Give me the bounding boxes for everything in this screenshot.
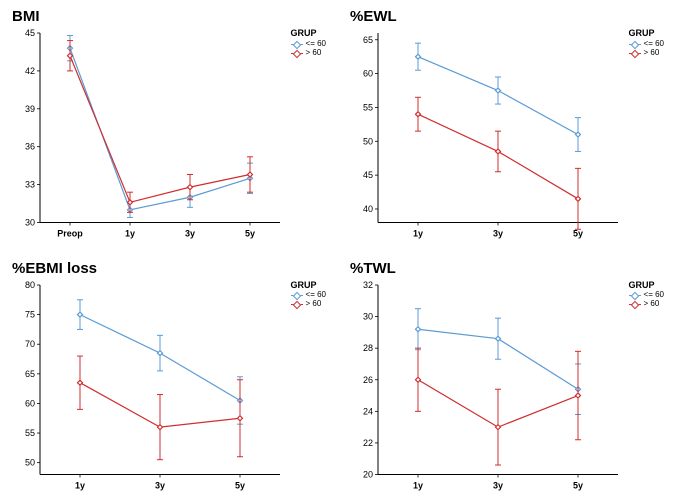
series-line [70,56,250,203]
series-marker [416,54,421,59]
legend-label: > 60 [306,49,322,58]
y-tick-label: 26 [363,374,373,384]
y-tick-label: 50 [25,457,35,467]
y-tick-label: 40 [363,204,373,214]
x-tick-label: 1y [413,229,423,239]
y-tick-label: 30 [25,218,35,228]
series-marker [416,326,421,331]
y-tick-label: 30 [363,311,373,321]
legend: GRUP<= 60> 60 [629,281,664,309]
x-tick-label: 1y [413,480,423,490]
chart-grid: BMI GRUP<= 60> 60 30 33 36 39 42 45 Preop 1y 3y 5y%… [0,0,676,503]
y-tick-label: 36 [25,142,35,152]
x-tick-label: 1y [125,229,135,239]
legend-item: > 60 [291,300,326,309]
x-tick-label: 3y [185,229,195,239]
x-tick-label: 5y [235,480,245,490]
legend-label: > 60 [644,300,660,309]
series-marker [158,424,163,429]
y-tick-label: 39 [25,104,35,114]
x-tick-label: 5y [573,480,583,490]
legend: GRUP<= 60> 60 [629,29,664,57]
y-tick-label: 20 [363,469,373,479]
legend-label: > 60 [644,49,660,58]
y-tick-label: 45 [25,28,35,38]
x-tick-label: 3y [493,229,503,239]
chart-title: %EBMI loss [12,260,330,277]
y-tick-label: 50 [363,136,373,146]
y-tick-label: 33 [25,180,35,190]
y-tick-label: 60 [363,69,373,79]
legend-title: GRUP [291,29,326,39]
series-marker [416,377,421,382]
legend-item: > 60 [291,49,326,58]
legend-title: GRUP [629,29,664,39]
legend-swatch [629,53,641,54]
legend-swatch [629,44,641,45]
y-tick-label: 60 [25,398,35,408]
series-marker [576,132,581,137]
x-tick-label: Preop [57,229,83,239]
legend-title: GRUP [291,281,326,291]
panel-ewl: %EWL GRUP<= 60> 60 40 45 50 55 60 65 1y 3y 5y [338,0,676,252]
legend-swatch [629,295,641,296]
y-tick-label: 70 [25,339,35,349]
y-tick-label: 80 [25,280,35,290]
series-marker [576,196,581,201]
panel-bmi: BMI GRUP<= 60> 60 30 33 36 39 42 45 Preop 1y 3y 5y [0,0,338,252]
series-marker [248,172,253,177]
y-tick-label: 65 [363,35,373,45]
legend-swatch [291,44,303,45]
y-tick-label: 22 [363,437,373,447]
series-marker [496,88,501,93]
chart-area: GRUP<= 60> 60 50 55 60 65 70 75 80 1y 3y 5y [8,279,330,497]
y-tick-label: 42 [25,66,35,76]
legend-swatch [291,53,303,54]
chart-svg: 40 45 50 55 60 65 1y 3y 5y [346,27,668,245]
legend-swatch [629,304,641,305]
chart-area: GRUP<= 60> 60 40 45 50 55 60 65 1y 3y 5y [346,27,668,245]
series-marker [238,415,243,420]
legend-label: > 60 [306,300,322,309]
legend-item: > 60 [629,300,664,309]
y-tick-label: 45 [363,170,373,180]
legend: GRUP<= 60> 60 [291,29,326,57]
series-line [70,48,250,210]
y-tick-label: 24 [363,406,373,416]
x-tick-label: 3y [493,480,503,490]
y-tick-label: 55 [363,102,373,112]
legend-swatch [291,295,303,296]
chart-title: BMI [12,8,330,25]
chart-area: GRUP<= 60> 60 30 33 36 39 42 45 Preop 1y 3y 5y [8,27,330,245]
x-tick-label: 5y [573,229,583,239]
chart-title: %TWL [350,260,668,277]
series-marker [576,393,581,398]
legend-title: GRUP [629,281,664,291]
chart-svg: 30 33 36 39 42 45 Preop 1y 3y 5y [8,27,330,245]
legend: GRUP<= 60> 60 [291,281,326,309]
series-marker [496,424,501,429]
chart-area: GRUP<= 60> 60 20 22 24 26 28 30 32 1y 3y 5y [346,279,668,497]
x-tick-label: 1y [75,480,85,490]
x-tick-label: 5y [245,229,255,239]
legend-item: > 60 [629,49,664,58]
series-marker [188,185,193,190]
chart-svg: 50 55 60 65 70 75 80 1y 3y 5y [8,279,330,497]
y-tick-label: 28 [363,343,373,353]
y-tick-label: 55 [25,428,35,438]
series-marker [78,380,83,385]
x-tick-label: 3y [155,480,165,490]
y-tick-label: 75 [25,309,35,319]
series-marker [416,112,421,117]
series-marker [496,149,501,154]
y-tick-label: 65 [25,368,35,378]
legend-swatch [291,304,303,305]
y-tick-label: 32 [363,280,373,290]
chart-title: %EWL [350,8,668,25]
panel-twl: %TWL GRUP<= 60> 60 20 22 24 26 28 30 32 1y 3y 5y [338,252,676,503]
series-marker [158,350,163,355]
panel-ebmi: %EBMI loss GRUP<= 60> 60 50 55 60 65 70 75 80 1y 3… [0,252,338,503]
series-marker [78,312,83,317]
chart-svg: 20 22 24 26 28 30 32 1y 3y 5y [346,279,668,497]
